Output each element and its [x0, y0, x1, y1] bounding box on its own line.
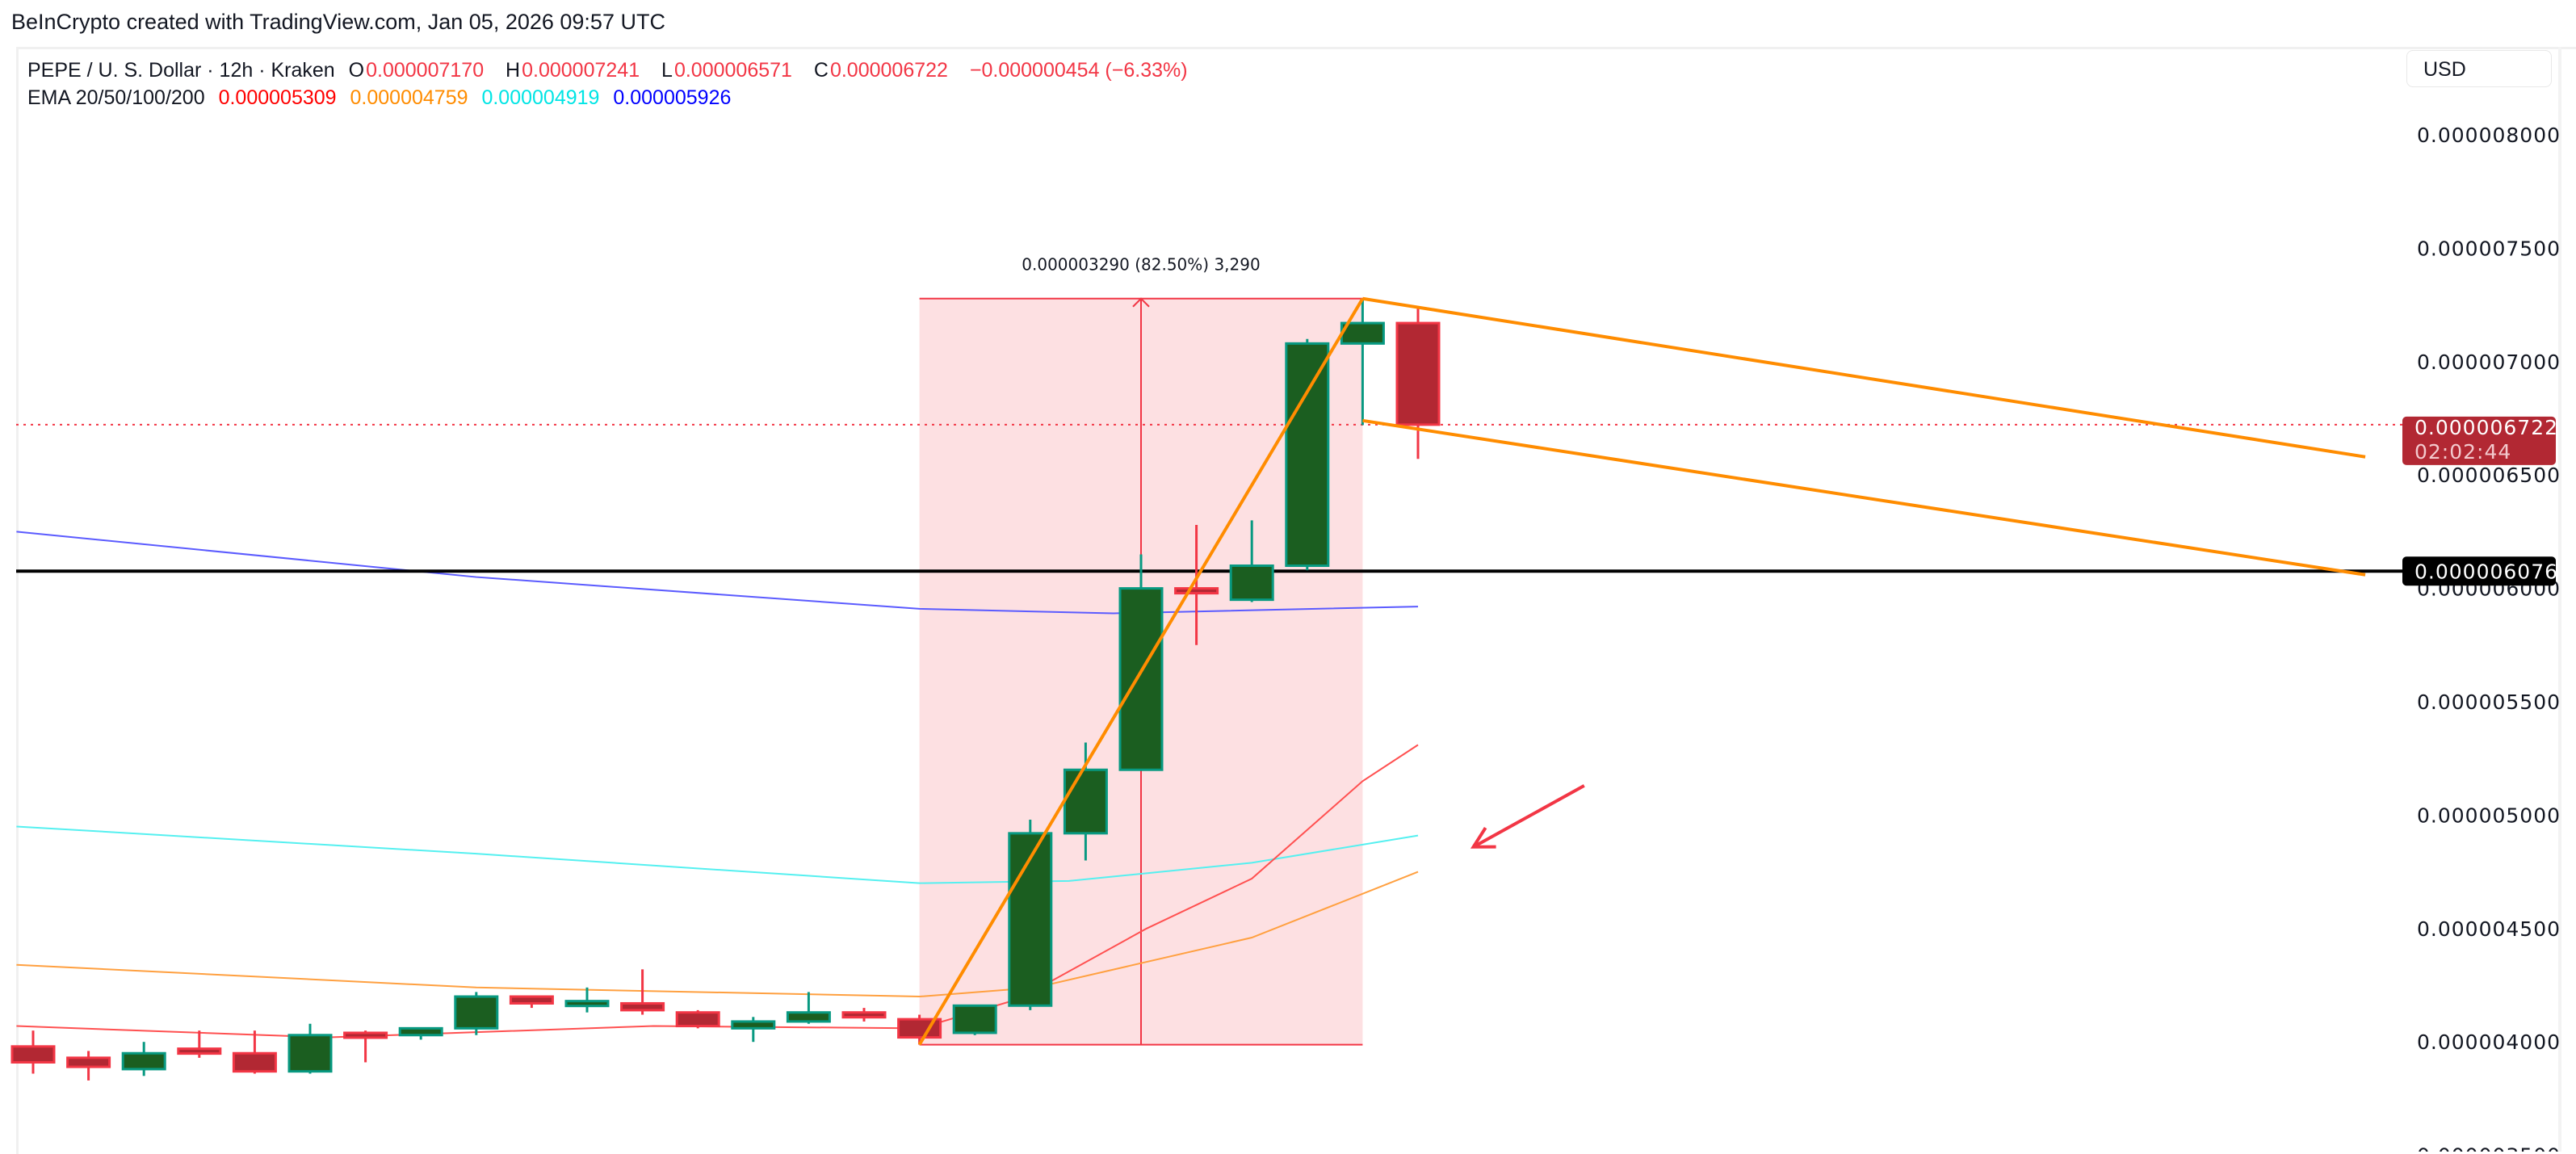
candle-body: [620, 1001, 665, 1012]
candle-body: [1174, 587, 1219, 595]
low-label: L: [661, 59, 673, 82]
candle: [66, 1051, 111, 1081]
candle: [177, 1030, 222, 1058]
level-price-badge: [2402, 556, 2556, 586]
candle-body: [121, 1051, 166, 1071]
ema-row: EMA 20/50/100/200 0.000005309 0.00000475…: [27, 84, 1196, 111]
ema50-line: [16, 871, 1419, 998]
candle-body: [454, 995, 499, 1030]
candle-body: [1118, 587, 1164, 771]
annotation-arrow: [1472, 784, 1585, 849]
candle-body: [1395, 321, 1441, 426]
ema200-line: [16, 531, 1419, 615]
candle-body: [841, 1011, 887, 1019]
price-tick: 0.000004000: [2417, 1030, 2561, 1054]
candle: [675, 1009, 720, 1029]
ema100-line: [16, 825, 1419, 884]
ema50-value: 0.000004759: [350, 86, 468, 109]
candle: [121, 1042, 166, 1076]
candle: [786, 992, 831, 1024]
high-label: H: [506, 59, 521, 82]
candle-body: [177, 1047, 222, 1055]
currency-button[interactable]: USD: [2406, 50, 2552, 87]
candle: [287, 1023, 333, 1074]
countdown-label: 02:02:44: [2414, 440, 2511, 464]
candle-body: [564, 1000, 610, 1008]
open-label: O: [348, 59, 365, 82]
candle: [1008, 820, 1053, 1010]
trendline: [1362, 418, 2366, 577]
candle-body: [897, 1018, 942, 1039]
price-axis-border: [2558, 47, 2561, 1152]
candle: [1340, 298, 1385, 426]
price-tick: 0.000006500: [2417, 464, 2561, 487]
high-value: 0.000007241: [522, 59, 640, 82]
measure-arrow-head-icon: [1132, 297, 1150, 308]
candle: [841, 1008, 887, 1022]
price-tick: 0.000007000: [2417, 350, 2561, 374]
candle: [1395, 307, 1441, 460]
last-price-badge: [2402, 416, 2556, 465]
candle-body: [1229, 564, 1274, 602]
price-tick: 0.000004500: [2417, 917, 2561, 941]
candle: [1229, 520, 1274, 602]
candle-body: [675, 1011, 720, 1028]
legend: PEPE / U. S. Dollar · 12h · Kraken O0.00…: [27, 57, 1196, 111]
candle: [398, 1026, 443, 1040]
watermark: BeInCrypto created with TradingView.com,…: [11, 10, 665, 34]
price-tick: 0.000007500: [2417, 237, 2561, 260]
trendline: [917, 297, 1365, 1046]
candle-body: [398, 1026, 443, 1037]
last-price-label: 0.000006722: [2414, 416, 2558, 439]
change-value: −0.000000454 (−6.33%): [969, 59, 1188, 82]
candle: [509, 995, 554, 1009]
candle-body: [1063, 768, 1108, 835]
low-value: 0.000006571: [673, 59, 792, 82]
candle-body: [66, 1056, 111, 1068]
candle: [897, 1014, 942, 1045]
candle: [564, 987, 610, 1013]
arrow-head-icon: [1470, 827, 1496, 849]
price-tick: 0.000008000: [2417, 124, 2561, 147]
measure-label: 0.000003290 (82.50%) 3,290: [1022, 255, 1260, 275]
open-value: 0.000007170: [366, 59, 485, 82]
candle-body: [786, 1011, 831, 1023]
candle: [232, 1030, 277, 1074]
ema100-value: 0.000004919: [481, 86, 600, 109]
symbol-row: PEPE / U. S. Dollar · 12h · Kraken O0.00…: [27, 57, 1196, 84]
candle-body: [1008, 832, 1053, 1007]
candle-body: [952, 1004, 997, 1034]
candle: [1174, 524, 1219, 645]
candle: [10, 1030, 56, 1074]
candle-body: [731, 1020, 776, 1030]
candle: [454, 992, 499, 1035]
candle-body: [232, 1051, 277, 1073]
candle: [731, 1017, 776, 1043]
price-tick: 0.000003500: [2417, 1144, 2561, 1152]
trendline: [1362, 296, 2366, 459]
ema200-value: 0.000005926: [613, 86, 732, 109]
price-tick: 0.000005500: [2417, 690, 2561, 714]
close-label: C: [813, 59, 829, 82]
candle: [620, 969, 665, 1015]
chart-frame: [16, 47, 2576, 1154]
candle-body: [1340, 321, 1385, 345]
symbol-title[interactable]: PEPE / U. S. Dollar · 12h · Kraken: [27, 59, 335, 82]
candle: [343, 1030, 388, 1063]
candle: [1285, 338, 1330, 571]
close-value: 0.000006722: [829, 59, 948, 82]
level-price-label: 0.000006076: [2414, 560, 2558, 583]
candle-body: [509, 995, 554, 1005]
candle-body: [1285, 342, 1330, 568]
candle-body: [343, 1031, 388, 1039]
candle: [952, 1004, 997, 1035]
ema-title[interactable]: EMA 20/50/100/200: [27, 86, 205, 109]
candle: [1118, 554, 1164, 771]
candle-body: [10, 1045, 56, 1064]
candle-body: [287, 1034, 333, 1073]
ema20-value: 0.000005309: [218, 86, 337, 109]
price-tick: 0.000005000: [2417, 804, 2561, 827]
